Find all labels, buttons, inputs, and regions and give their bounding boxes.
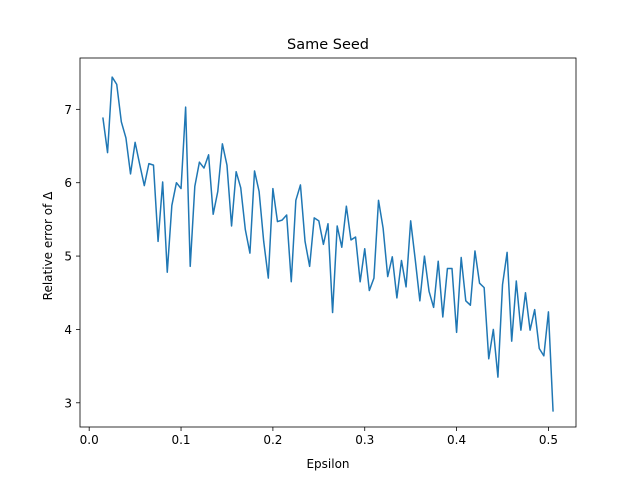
y-axis-label: Relative error of Δ [41, 191, 55, 300]
x-axis-label: Epsilon [306, 457, 349, 471]
y-tick-label: 3 [64, 396, 72, 410]
y-tick-label: 5 [64, 250, 72, 264]
chart-title: Same Seed [287, 37, 369, 53]
axes-layer: 0.0 0.1 0.2 0.3 0.4 0.5 3 4 5 6 7 [64, 57, 577, 447]
x-tick-label: 0.5 [539, 433, 558, 447]
axes-frame [79, 57, 577, 428]
x-tick-label: 0.2 [263, 433, 282, 447]
plot-layer [102, 76, 554, 412]
series-line-0 [102, 76, 554, 412]
x-tick-label: 0.0 [80, 433, 99, 447]
y-tick-label: 6 [64, 176, 72, 190]
x-tick-label: 0.4 [447, 433, 466, 447]
y-tick-label: 7 [64, 103, 72, 117]
x-tick-label: 0.1 [171, 433, 190, 447]
y-tick-label: 4 [64, 323, 72, 337]
x-tick-label: 0.3 [355, 433, 374, 447]
